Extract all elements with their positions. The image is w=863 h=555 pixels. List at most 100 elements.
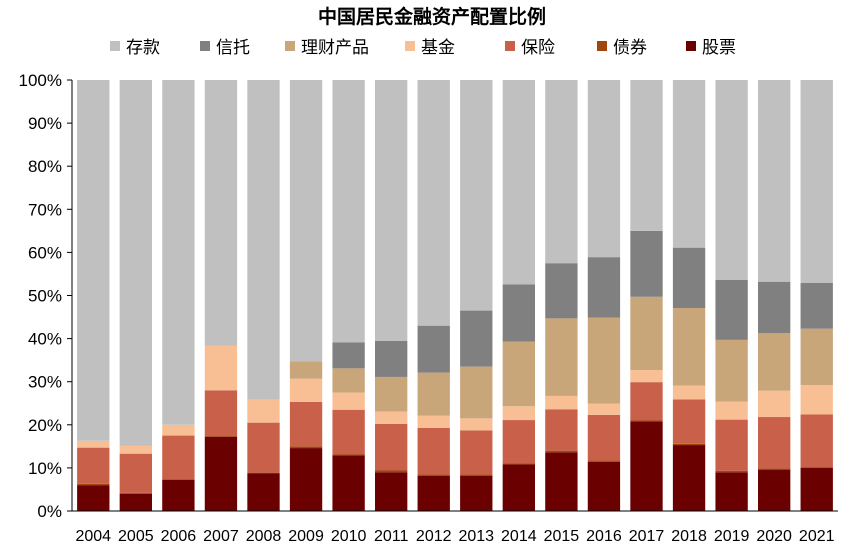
bar-stack: [77, 80, 110, 511]
bar-stack: [672, 80, 706, 511]
bar-stack: [715, 80, 748, 511]
bar-segment: [417, 427, 450, 475]
x-tick-label: 2020: [756, 528, 792, 545]
bar-segment: [715, 470, 748, 473]
bar-segment: [545, 452, 578, 511]
bar-stack: [332, 80, 365, 511]
bar-segment: [289, 80, 323, 362]
bar-segment: [375, 376, 408, 412]
legend-swatch: [110, 41, 120, 51]
bar-segment: [502, 420, 535, 464]
legend-item: 基金: [405, 38, 455, 58]
bar-segment: [545, 395, 578, 410]
y-tick-label: 30%: [28, 373, 62, 392]
x-tick-label: 2006: [161, 528, 197, 545]
legend-label: 债券: [613, 38, 647, 58]
bar-segment: [715, 80, 748, 280]
bar-segment: [630, 230, 663, 297]
bar-segment: [375, 340, 408, 377]
legend-swatch: [405, 41, 415, 51]
bar-segment: [289, 448, 323, 511]
bar-segment: [587, 414, 621, 461]
bar-segment: [672, 308, 706, 386]
bar-segment: [502, 406, 535, 421]
bar-segment: [289, 401, 323, 447]
bar-segment: [715, 401, 748, 420]
legend-label: 保险: [521, 38, 555, 58]
bar-segment: [545, 318, 578, 396]
bar-segment: [800, 80, 833, 283]
x-tick-label: 2015: [544, 528, 580, 545]
bar-segment: [162, 424, 195, 436]
bar-segment: [502, 464, 535, 511]
bar-stack: [375, 80, 408, 511]
bar-segment: [77, 485, 110, 511]
legend-swatch: [597, 41, 607, 51]
bar-segment: [545, 450, 578, 453]
bar-segment: [417, 475, 450, 511]
bar-segment: [162, 479, 195, 511]
bar-segment: [630, 420, 663, 422]
bar-segment: [289, 361, 323, 379]
bar-segment: [758, 281, 791, 333]
bar-segment: [247, 399, 280, 423]
bar-segment: [375, 472, 408, 511]
bar-segment: [162, 479, 195, 480]
y-tick-label: 10%: [28, 459, 62, 478]
y-tick-label: 50%: [28, 287, 62, 306]
bar-segment: [502, 341, 535, 407]
bar-segment: [715, 472, 748, 511]
bar-segment: [630, 370, 663, 383]
bar-segment: [672, 443, 706, 446]
x-tick-label: 2012: [416, 528, 452, 545]
legend-swatch: [285, 41, 295, 51]
bar-segment: [77, 440, 110, 448]
bar-segment: [247, 422, 280, 473]
bar-segment: [800, 414, 833, 468]
bar-segment: [587, 257, 621, 318]
bar-segment: [800, 467, 833, 468]
bars: [77, 80, 833, 511]
bar-segment: [460, 310, 493, 367]
legend-label: 股票: [702, 38, 736, 58]
x-tick-label: 2016: [586, 528, 622, 545]
bar-segment: [800, 467, 833, 511]
legend-swatch: [200, 41, 210, 51]
legend-item: 理财产品: [285, 38, 369, 58]
bar-segment: [587, 317, 621, 404]
bar-segment: [247, 472, 280, 474]
bar-segment: [758, 417, 791, 469]
bar-segment: [460, 430, 493, 475]
bar-segment: [417, 474, 450, 476]
bar-segment: [587, 403, 621, 415]
bar-segment: [119, 445, 152, 454]
bar-segment: [460, 418, 493, 431]
legend-label: 存款: [126, 38, 160, 58]
x-tick-label: 2007: [203, 528, 239, 545]
bar-stack: [204, 80, 238, 511]
bar-segment: [672, 247, 706, 308]
bar-segment: [375, 470, 408, 473]
legend-label: 基金: [421, 38, 455, 58]
bar-segment: [545, 409, 578, 451]
chart-title: 中国居民金融资产配置比例: [318, 5, 546, 28]
bar-segment: [417, 325, 450, 373]
legend-swatch: [686, 41, 696, 51]
y-tick-label: 40%: [28, 330, 62, 349]
x-tick-label: 2018: [671, 528, 707, 545]
x-axis: 2004 2005 2006 2007 2008 2009 2010 2011 2012 2013…: [72, 510, 838, 545]
y-tick-label: 20%: [28, 416, 62, 435]
legend: 存款 信托 理财产品 基金 保险 债券 股票: [110, 38, 736, 58]
bar-segment: [630, 382, 663, 421]
bar-segment: [289, 446, 323, 449]
bar-segment: [119, 80, 152, 446]
bar-segment: [715, 339, 748, 402]
y-tick-label: 100%: [19, 71, 62, 90]
x-tick-label: 2010: [331, 528, 367, 545]
bar-segment: [162, 80, 195, 425]
bar-segment: [332, 409, 365, 455]
x-tick-label: 2005: [118, 528, 154, 545]
bar-segment: [204, 436, 238, 511]
y-axis: 0% 10% 20% 30% 40% 50% 60% 70% 80% 90% 100%: [19, 71, 73, 521]
bar-stack: [630, 80, 663, 511]
